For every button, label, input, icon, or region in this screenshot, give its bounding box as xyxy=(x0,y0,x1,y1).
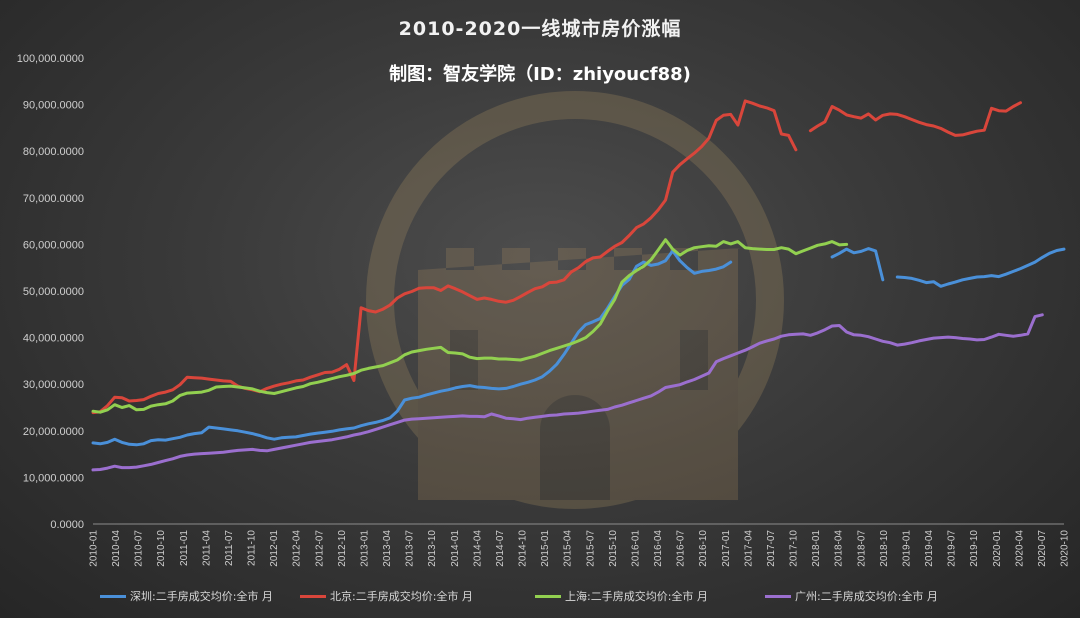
x-tick-label: 2010-04 xyxy=(111,530,122,567)
x-tick-label: 2016-07 xyxy=(676,530,687,567)
y-tick-label: 30,000.0000 xyxy=(23,379,84,391)
x-tick-label: 2018-01 xyxy=(811,530,822,567)
series-line-2 xyxy=(91,238,849,414)
x-tick-label: 2016-04 xyxy=(653,530,664,567)
legend-item: 广州:二手房成交均价:全市 月 xyxy=(765,588,938,604)
y-tick-label: 10,000.0000 xyxy=(23,472,84,484)
x-tick-label: 2018-10 xyxy=(879,530,890,567)
y-tick-label: 100,000.0000 xyxy=(17,53,84,65)
x-axis: 2010-01 2010-04 2010-07 2010-10 2011-01 2011-… xyxy=(89,523,1071,567)
x-tick-label: 2015-10 xyxy=(608,530,619,567)
y-tick-label: 20,000.0000 xyxy=(23,426,84,438)
series-line-1 xyxy=(91,99,1022,415)
series-line-3 xyxy=(91,313,1044,472)
x-tick-label: 2015-04 xyxy=(563,530,574,567)
y-tick-label: 70,000.0000 xyxy=(23,193,84,205)
x-tick-label: 2020-07 xyxy=(1037,530,1048,567)
y-tick-label: 60,000.0000 xyxy=(23,239,84,251)
x-tick-label: 2012-04 xyxy=(292,530,303,567)
x-tick-label: 2013-01 xyxy=(359,530,370,567)
x-tick-label: 2017-01 xyxy=(721,530,732,567)
legend-item: 上海:二手房成交均价:全市 月 xyxy=(535,588,708,604)
x-tick-label: 2020-01 xyxy=(992,530,1003,567)
y-tick-label: 0.0000 xyxy=(50,519,84,531)
x-tick-label: 2010-01 xyxy=(89,530,100,567)
watermark-logo xyxy=(366,91,784,509)
chart-subtitle: 制图：智友学院（ID：zhiyoucf88) xyxy=(389,64,691,85)
x-tick-label: 2019-04 xyxy=(924,530,935,567)
x-tick-label: 2010-07 xyxy=(134,530,145,567)
x-tick-label: 2011-01 xyxy=(179,530,190,566)
x-tick-label: 2018-07 xyxy=(856,530,867,567)
x-tick-label: 2014-01 xyxy=(450,530,461,567)
x-tick-label: 2018-04 xyxy=(834,530,845,567)
legend-label: 深圳:二手房成交均价:全市 月 xyxy=(130,590,273,603)
series-lines xyxy=(91,99,1066,472)
chart-legend: 深圳:二手房成交均价:全市 月 北京:二手房成交均价:全市 月 上海:二手房成交均价… xyxy=(0,588,1080,608)
x-tick-label: 2019-07 xyxy=(947,530,958,567)
legend-swatch xyxy=(100,594,126,598)
legend-swatch xyxy=(765,594,791,598)
legend-label: 广州:二手房成交均价:全市 月 xyxy=(795,590,938,603)
legend-label: 上海:二手房成交均价:全市 月 xyxy=(565,590,708,603)
legend-item: 北京:二手房成交均价:全市 月 xyxy=(300,588,473,604)
y-tick-label: 50,000.0000 xyxy=(23,286,84,298)
x-tick-label: 2016-01 xyxy=(630,530,641,567)
x-tick-label: 2011-07 xyxy=(224,530,235,566)
x-tick-label: 2010-10 xyxy=(156,530,167,567)
x-tick-label: 2013-07 xyxy=(405,530,416,567)
x-tick-label: 2014-04 xyxy=(472,530,483,567)
x-tick-label: 2020-04 xyxy=(1014,530,1025,567)
legend-label: 北京:二手房成交均价:全市 月 xyxy=(330,590,473,603)
x-tick-label: 2017-07 xyxy=(766,530,777,567)
chart-title: 2010-2020一线城市房价涨幅 xyxy=(398,18,682,40)
x-tick-label: 2015-07 xyxy=(585,530,596,567)
x-tick-label: 2014-10 xyxy=(518,530,529,567)
y-tick-label: 90,000.0000 xyxy=(23,100,84,112)
y-tick-label: 40,000.0000 xyxy=(23,333,84,345)
x-tick-label: 2019-01 xyxy=(901,530,912,567)
x-tick-label: 2019-10 xyxy=(969,530,980,567)
x-tick-label: 2013-10 xyxy=(427,530,438,567)
series-line-0 xyxy=(91,247,1066,447)
x-tick-label: 2011-10 xyxy=(247,530,258,566)
x-tick-label: 2012-01 xyxy=(269,530,280,567)
x-tick-label: 2015-01 xyxy=(540,530,551,567)
x-tick-label: 2014-07 xyxy=(495,530,506,567)
x-tick-label: 2016-10 xyxy=(698,530,709,567)
x-tick-label: 2012-10 xyxy=(337,530,348,567)
x-tick-label: 2017-04 xyxy=(743,530,754,567)
y-axis: 0.0000 10,000.0000 20,000.0000 30,000.0000 4… xyxy=(17,53,84,531)
x-tick-label: 2011-04 xyxy=(201,530,212,566)
x-tick-label: 2020-10 xyxy=(1060,530,1071,567)
legend-swatch xyxy=(300,594,326,598)
x-tick-label: 2017-10 xyxy=(789,530,800,567)
x-tick-label: 2012-07 xyxy=(314,530,325,567)
legend-item: 深圳:二手房成交均价:全市 月 xyxy=(100,588,273,604)
x-tick-label: 2013-04 xyxy=(382,530,393,567)
legend-swatch xyxy=(535,594,561,598)
y-tick-label: 80,000.0000 xyxy=(23,146,84,158)
